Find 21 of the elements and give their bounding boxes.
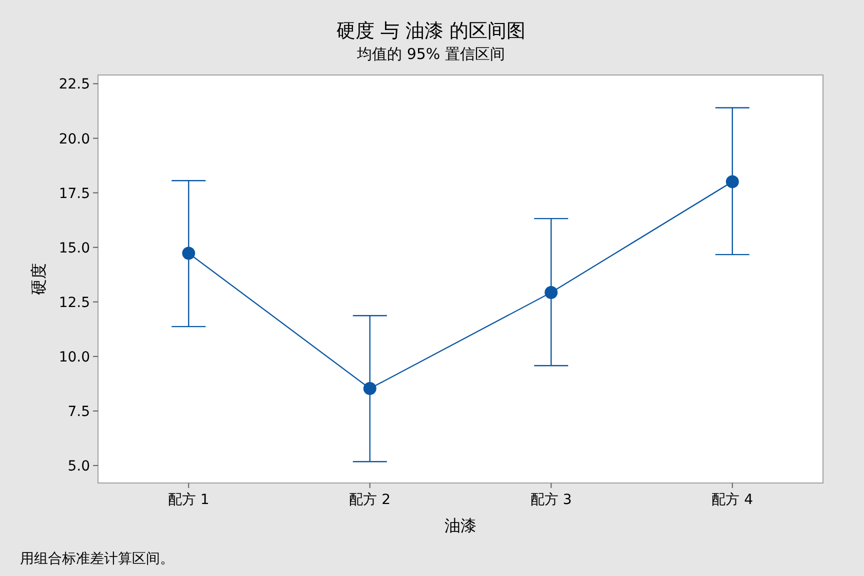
y-tick-label: 5.0 — [68, 458, 90, 475]
point — [726, 175, 739, 188]
point — [544, 286, 558, 300]
y-tick-label: 15.0 — [58, 240, 90, 256]
y-tick-label: 12.5 — [58, 294, 90, 311]
chart-subtitle: 均值的 95% 置信区间 — [356, 45, 505, 63]
y-axis-title: 硬度 — [29, 263, 48, 295]
chart-title: 硬度 与 油漆 的区间图 — [336, 20, 526, 42]
x-tick-label: 配方 4 — [712, 492, 754, 508]
x-tick-label: 配方 1 — [168, 492, 210, 508]
point — [363, 382, 376, 396]
x-tick-label: 配方 2 — [349, 492, 391, 508]
y-tick-label: 10.0 — [58, 349, 90, 366]
x-axis-title: 油漆 — [444, 516, 476, 535]
y-tick-label: 20.0 — [58, 131, 90, 148]
y-tick-label: 7.5 — [68, 404, 90, 420]
x-tick-label: 配方 3 — [530, 492, 572, 508]
y-tick-label: 17.5 — [58, 186, 90, 202]
text: 用组合标准差计算区间。 — [20, 551, 174, 567]
y-tick-label: 22.5 — [58, 76, 90, 93]
point — [182, 246, 196, 260]
